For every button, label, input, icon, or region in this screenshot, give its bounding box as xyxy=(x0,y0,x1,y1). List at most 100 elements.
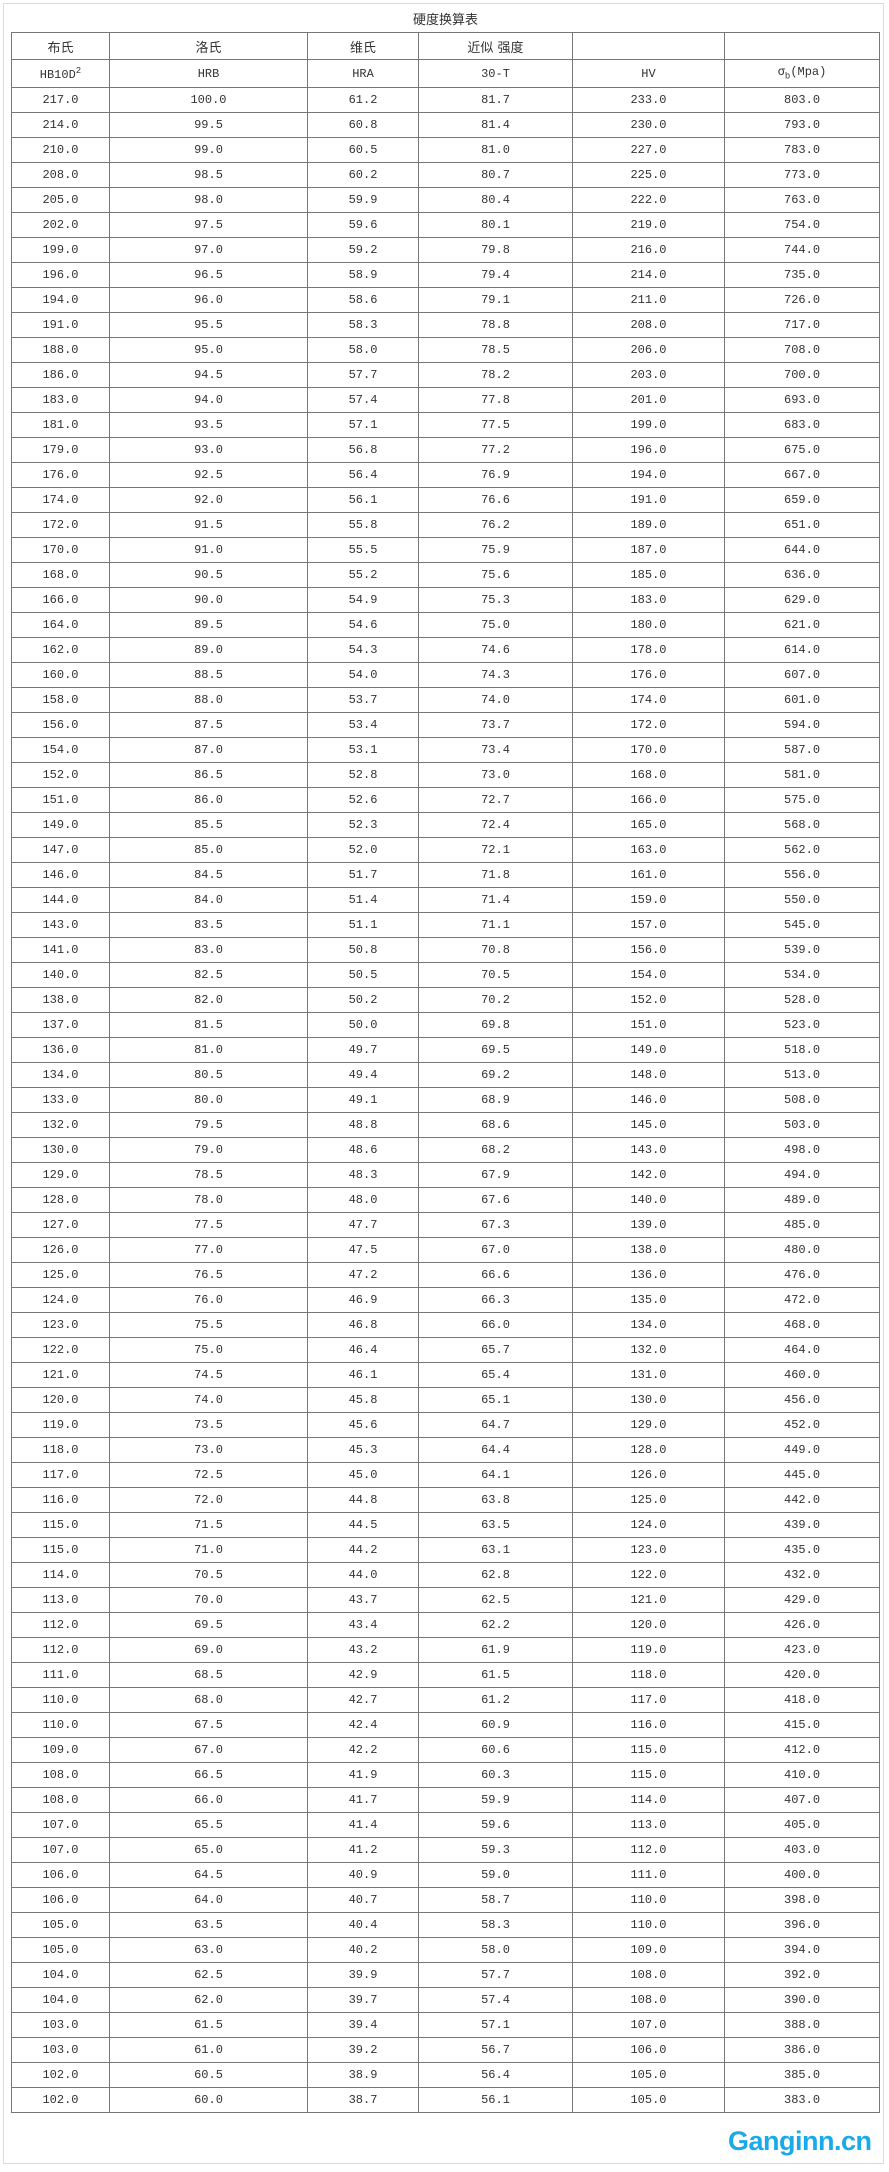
cell-t30: 70.5 xyxy=(418,962,573,988)
cell-sigma-b: 744.0 xyxy=(723,237,881,263)
cell-sigma-b: 410.0 xyxy=(723,1762,881,1788)
table-row: 172.0 91.5 55.8 76.2 189.0 651.0 xyxy=(11,512,881,538)
cell-hb: 160.0 xyxy=(11,662,110,688)
cell-hv: 142.0 xyxy=(572,1162,725,1188)
cell-t30: 80.1 xyxy=(418,212,573,238)
cell-hv: 115.0 xyxy=(572,1737,725,1763)
cell-hra: 47.2 xyxy=(307,1262,419,1288)
table-row: 125.0 76.5 47.2 66.6 136.0 476.0 xyxy=(11,1262,881,1288)
cell-hb: 126.0 xyxy=(11,1237,110,1263)
cell-t30: 69.2 xyxy=(418,1062,573,1088)
cell-hra: 43.7 xyxy=(307,1587,419,1613)
cell-t30: 68.6 xyxy=(418,1112,573,1138)
cell-sigma-b: 394.0 xyxy=(723,1937,881,1963)
cell-sigma-b: 683.0 xyxy=(723,412,881,438)
cell-hrb: 84.0 xyxy=(109,887,308,913)
cell-hra: 46.4 xyxy=(307,1337,419,1363)
cell-hv: 170.0 xyxy=(572,737,725,763)
cell-hrb: 63.5 xyxy=(109,1912,308,1938)
cell-hv: 196.0 xyxy=(572,437,725,463)
cell-hrb: 70.5 xyxy=(109,1562,308,1588)
cell-hv: 116.0 xyxy=(572,1712,725,1738)
cell-hv: 166.0 xyxy=(572,787,725,813)
table-row: 106.0 64.5 40.9 59.0 111.0 400.0 xyxy=(11,1862,881,1888)
cell-hb: 149.0 xyxy=(11,812,110,838)
cell-hb: 125.0 xyxy=(11,1262,110,1288)
cell-t30: 74.6 xyxy=(418,637,573,663)
cell-hb: 138.0 xyxy=(11,987,110,1013)
cell-t30: 67.3 xyxy=(418,1212,573,1238)
cell-hb: 137.0 xyxy=(11,1012,110,1038)
cell-hrb: 79.0 xyxy=(109,1137,308,1163)
table-row: 151.0 86.0 52.6 72.7 166.0 575.0 xyxy=(11,787,881,813)
cell-t30: 61.9 xyxy=(418,1637,573,1663)
cell-hrb: 80.0 xyxy=(109,1087,308,1113)
cell-t30: 72.1 xyxy=(418,837,573,863)
cell-sigma-b: 439.0 xyxy=(723,1512,881,1538)
table-row: 176.0 92.5 56.4 76.9 194.0 667.0 xyxy=(11,462,881,488)
table-row: 120.0 74.0 45.8 65.1 130.0 456.0 xyxy=(11,1387,881,1413)
cell-hb: 133.0 xyxy=(11,1087,110,1113)
cell-hra: 40.9 xyxy=(307,1862,419,1888)
cell-sigma-b: 383.0 xyxy=(723,2087,881,2113)
cell-hra: 59.2 xyxy=(307,237,419,263)
cell-hb: 113.0 xyxy=(11,1587,110,1613)
cell-hv: 115.0 xyxy=(572,1762,725,1788)
cell-hrb: 77.5 xyxy=(109,1212,308,1238)
cell-sigma-b: 556.0 xyxy=(723,862,881,888)
table-row: 112.0 69.0 43.2 61.9 119.0 423.0 xyxy=(11,1637,881,1663)
cell-hrb: 95.5 xyxy=(109,312,308,338)
cell-hb: 106.0 xyxy=(11,1887,110,1913)
cell-hb: 170.0 xyxy=(11,537,110,563)
cell-hrb: 99.5 xyxy=(109,112,308,138)
cell-hra: 38.7 xyxy=(307,2087,419,2113)
cell-t30: 71.1 xyxy=(418,912,573,938)
table-row: 118.0 73.0 45.3 64.4 128.0 449.0 xyxy=(11,1437,881,1463)
cell-t30: 59.6 xyxy=(418,1812,573,1838)
cell-hrb: 71.5 xyxy=(109,1512,308,1538)
cell-hra: 46.9 xyxy=(307,1287,419,1313)
table-row: 102.0 60.5 38.9 56.4 105.0 385.0 xyxy=(11,2062,881,2088)
cell-hrb: 99.0 xyxy=(109,137,308,163)
cell-hra: 41.9 xyxy=(307,1762,419,1788)
header-sigma-b: σb(Mpa) xyxy=(723,59,881,88)
cell-t30: 58.0 xyxy=(418,1937,573,1963)
cell-sigma-b: 476.0 xyxy=(723,1262,881,1288)
cell-sigma-b: 412.0 xyxy=(723,1737,881,1763)
cell-hra: 39.7 xyxy=(307,1987,419,2013)
cell-t30: 81.0 xyxy=(418,137,573,163)
cell-t30: 71.4 xyxy=(418,887,573,913)
table-row: 106.0 64.0 40.7 58.7 110.0 398.0 xyxy=(11,1887,881,1913)
table-row: 113.0 70.0 43.7 62.5 121.0 429.0 xyxy=(11,1587,881,1613)
cell-hrb: 71.0 xyxy=(109,1537,308,1563)
cell-hrb: 90.5 xyxy=(109,562,308,588)
cell-t30: 68.2 xyxy=(418,1137,573,1163)
cell-hrb: 93.5 xyxy=(109,412,308,438)
cell-sigma-b: 445.0 xyxy=(723,1462,881,1488)
cell-hb: 146.0 xyxy=(11,862,110,888)
cell-hb: 144.0 xyxy=(11,887,110,913)
cell-hb: 152.0 xyxy=(11,762,110,788)
cell-hb: 103.0 xyxy=(11,2012,110,2038)
cell-hb: 107.0 xyxy=(11,1812,110,1838)
hb-label: HB10D xyxy=(39,67,76,82)
cell-hb: 104.0 xyxy=(11,1962,110,1988)
cell-sigma-b: 735.0 xyxy=(723,262,881,288)
cell-hra: 56.4 xyxy=(307,462,419,488)
cell-sigma-b: 392.0 xyxy=(723,1962,881,1988)
cell-hv: 176.0 xyxy=(572,662,725,688)
cell-hb: 176.0 xyxy=(11,462,110,488)
cell-sigma-b: 659.0 xyxy=(723,487,881,513)
cell-t30: 73.7 xyxy=(418,712,573,738)
cell-sigma-b: 460.0 xyxy=(723,1362,881,1388)
table-row: 188.0 95.0 58.0 78.5 206.0 708.0 xyxy=(11,337,881,363)
cell-hrb: 96.5 xyxy=(109,262,308,288)
cell-hra: 45.8 xyxy=(307,1387,419,1413)
table-row: 146.0 84.5 51.7 71.8 161.0 556.0 xyxy=(11,862,881,888)
cell-hv: 227.0 xyxy=(572,137,725,163)
cell-t30: 62.8 xyxy=(418,1562,573,1588)
cell-sigma-b: 485.0 xyxy=(723,1212,881,1238)
cell-hrb: 97.0 xyxy=(109,237,308,263)
cell-hrb: 98.5 xyxy=(109,162,308,188)
cell-hb: 172.0 xyxy=(11,512,110,538)
